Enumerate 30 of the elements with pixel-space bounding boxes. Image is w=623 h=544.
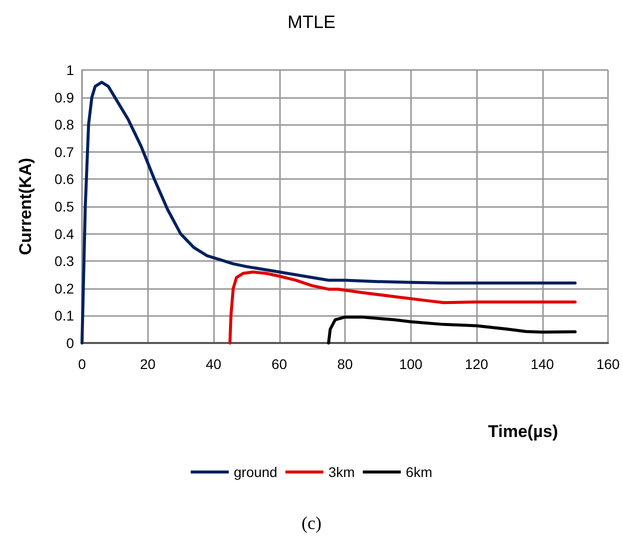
text: (c) bbox=[302, 513, 322, 533]
y-tick-label: 0.8 bbox=[54, 116, 74, 133]
x-tick-label: 60 bbox=[271, 356, 288, 372]
line-series bbox=[327, 316, 577, 344]
line-series bbox=[80, 80, 577, 344]
x-tick-label: 120 bbox=[464, 356, 488, 372]
y-tick-label: 0.7 bbox=[54, 144, 74, 160]
y-tick-label: 0.1 bbox=[54, 308, 74, 324]
x-tick-label: 100 bbox=[399, 356, 423, 372]
x-tick-label: 40 bbox=[206, 356, 222, 372]
y-axis-title: Current(KA) bbox=[16, 158, 35, 256]
x-tick-label: 160 bbox=[596, 356, 620, 372]
legend-label: 3km bbox=[328, 464, 355, 480]
chart-title: MTLE bbox=[287, 12, 336, 32]
y-tick-label: 0.5 bbox=[54, 198, 74, 214]
legend-label: 6km bbox=[406, 464, 432, 480]
legend-label: ground bbox=[234, 464, 278, 480]
x-tick-label: 140 bbox=[530, 356, 554, 372]
x-axis-title: Time(µs) bbox=[488, 422, 558, 441]
y-tick-label: 0.6 bbox=[54, 171, 74, 188]
x-tick-label: 0 bbox=[78, 356, 86, 372]
y-tick-label: 1 bbox=[66, 62, 74, 78]
y-tick-label: 0.3 bbox=[54, 253, 74, 270]
line-series bbox=[228, 270, 577, 344]
x-tick-label: 80 bbox=[337, 356, 353, 372]
y-tick-label: 0.9 bbox=[54, 89, 74, 106]
x-tick-label: 20 bbox=[140, 356, 156, 372]
y-tick-label: 0.4 bbox=[54, 226, 74, 242]
y-tick-label: 0 bbox=[66, 335, 74, 351]
y-tick-label: 0.2 bbox=[54, 280, 74, 296]
